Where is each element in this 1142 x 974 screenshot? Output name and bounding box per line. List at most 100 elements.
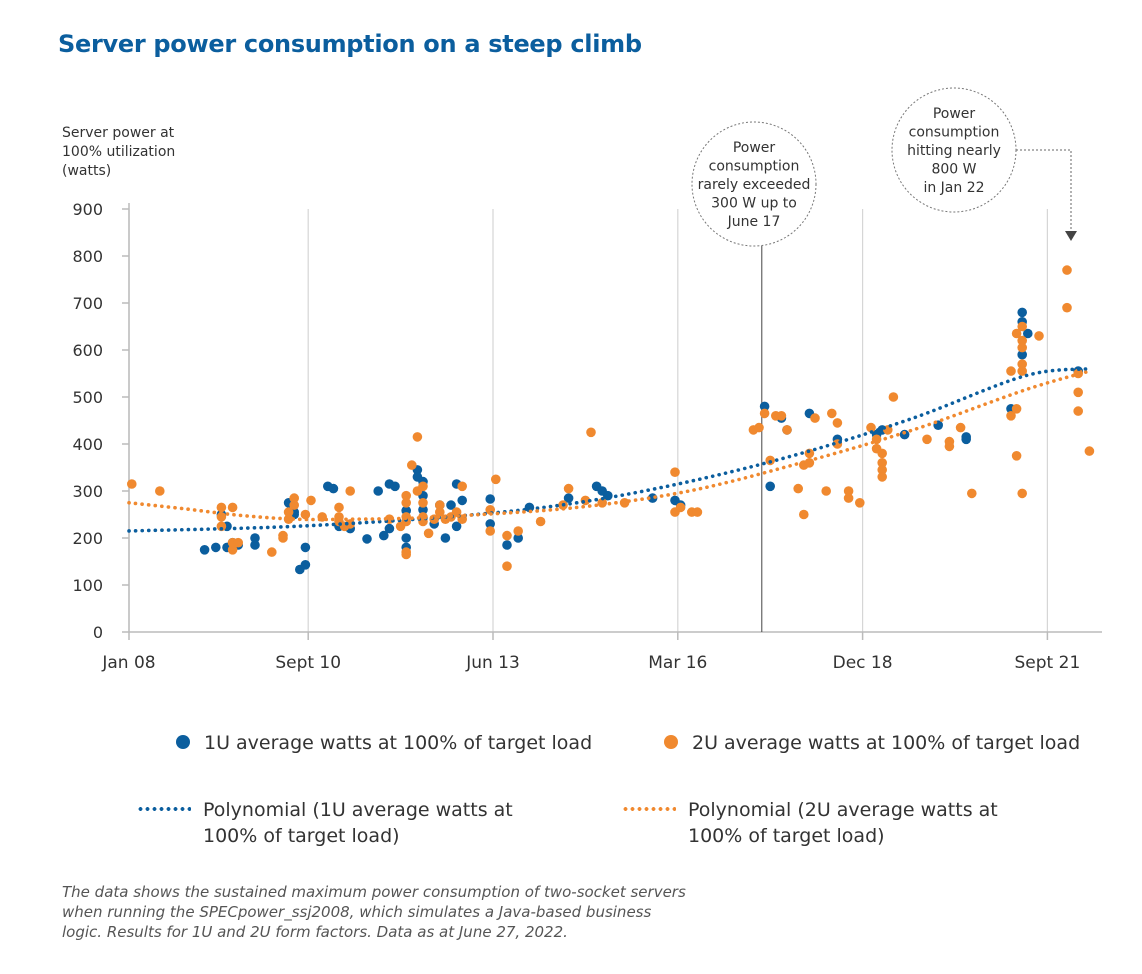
point-2u	[278, 533, 288, 543]
point-2u	[877, 448, 887, 459]
annotation-text-line: consumption	[709, 159, 800, 175]
point-2u	[1062, 265, 1072, 275]
point-2u	[1034, 331, 1044, 341]
point-2u	[877, 458, 887, 468]
y-tick-label: 600	[72, 341, 103, 360]
x-tick-label: Jan 08	[101, 653, 155, 673]
legend-marker-poly-2u	[622, 807, 676, 811]
point-2u	[843, 493, 854, 503]
point-1u	[759, 401, 770, 412]
legend-item-2u: 2U average watts at 100% of target load	[664, 730, 1080, 756]
point-1u	[1023, 328, 1033, 339]
annotation-leader-line	[1016, 149, 1072, 231]
point-2u	[435, 507, 445, 517]
point-2u	[502, 530, 512, 541]
point-2u	[502, 561, 512, 571]
y-tick-label: 500	[72, 388, 103, 407]
point-2u	[216, 521, 227, 532]
point-2u	[821, 486, 831, 496]
x-tick-label: Jun 13	[465, 653, 520, 673]
point-1u	[563, 493, 574, 503]
point-2u	[227, 545, 238, 555]
annotation-text-line: Power	[733, 140, 776, 156]
point-2u	[127, 479, 137, 489]
point-2u	[1017, 321, 1027, 332]
point-2u	[1017, 335, 1027, 346]
y-axis-label: Server power at 100% utilization (watts)	[62, 124, 175, 181]
point-2u	[827, 408, 837, 419]
legend-label-poly-2u: Polynomial (2U average watts at 100% of …	[688, 797, 998, 849]
point-2u	[401, 498, 412, 508]
point-2u	[782, 425, 792, 435]
point-2u	[535, 516, 546, 527]
y-tick-label: 200	[72, 529, 103, 548]
point-2u	[345, 486, 356, 496]
point-1u	[300, 560, 311, 570]
point-1u	[457, 495, 468, 506]
point-1u	[899, 429, 910, 440]
point-1u	[1017, 307, 1027, 318]
legend-label-poly-1u-line2: 100% of target load)	[203, 825, 400, 847]
y-tick-label: 100	[72, 576, 103, 595]
y-tick-label: 800	[72, 247, 103, 266]
point-1u	[961, 434, 971, 445]
point-2u	[300, 509, 311, 520]
point-1u	[451, 521, 462, 532]
point-2u	[1073, 387, 1083, 398]
annotation-circle	[691, 121, 817, 247]
point-2u	[1006, 366, 1016, 376]
point-2u	[1011, 404, 1022, 414]
legend-label-poly-1u-line1: Polynomial (1U average watts at	[203, 799, 513, 821]
point-2u	[1011, 451, 1022, 461]
point-2u	[418, 498, 428, 508]
point-2u	[563, 483, 574, 494]
annotation-text-line: June 17	[727, 214, 781, 230]
point-2u	[401, 490, 412, 501]
point-2u	[877, 472, 887, 482]
point-2u	[866, 422, 876, 433]
point-2u	[216, 512, 227, 522]
point-1u	[373, 486, 384, 496]
y-axis-label-line: Server power at	[62, 125, 175, 141]
point-2u	[401, 549, 412, 560]
point-2u	[967, 488, 977, 499]
point-2u	[267, 547, 277, 557]
legend-label-2u: 2U average watts at 100% of target load	[692, 732, 1081, 754]
point-2u	[692, 507, 703, 517]
y-axis-label-line: 100% utilization	[62, 144, 176, 160]
point-1u	[513, 533, 523, 543]
footnote-line: logic. Results for 1U and 2U form factor…	[62, 923, 568, 941]
legend-marker-poly-1u	[137, 807, 191, 811]
annotation-text-line: hitting nearly	[907, 143, 1001, 159]
y-tick-label: 0	[93, 623, 103, 642]
point-2u	[759, 408, 770, 419]
point-2u	[306, 495, 316, 506]
y-tick-label: 900	[72, 200, 103, 219]
annotation-callout: Power consumption rarely exceeded 300 W up …	[691, 121, 817, 632]
point-2u	[810, 413, 820, 423]
annotation-callout: Power consumption hitting nearly 800 W in Ja…	[891, 87, 1077, 241]
point-1u	[199, 545, 210, 555]
point-2u	[888, 392, 899, 402]
point-2u	[675, 502, 686, 513]
trendline-1u	[127, 367, 1092, 533]
point-2u	[491, 474, 501, 485]
point-2u	[877, 465, 887, 475]
point-1u	[362, 534, 372, 544]
legend-label-poly-2u-line2: 100% of target load)	[688, 825, 885, 847]
point-2u	[423, 528, 434, 539]
point-2u	[799, 509, 809, 520]
y-tick-label: 700	[72, 294, 103, 313]
y-tick-label: 400	[72, 435, 103, 454]
x-tick-label: Sept 21	[1015, 653, 1081, 673]
x-tick-label: Sept 10	[275, 653, 341, 673]
point-2u	[345, 519, 356, 529]
annotation-text-line: 800 W	[931, 162, 976, 178]
point-2u	[407, 460, 417, 470]
point-1u	[401, 533, 412, 543]
point-2u	[412, 432, 423, 442]
annotation-circle	[891, 87, 1017, 213]
point-1u	[328, 483, 339, 494]
legend-marker-2u	[664, 735, 678, 749]
annotation-text-line: consumption	[909, 125, 1000, 141]
